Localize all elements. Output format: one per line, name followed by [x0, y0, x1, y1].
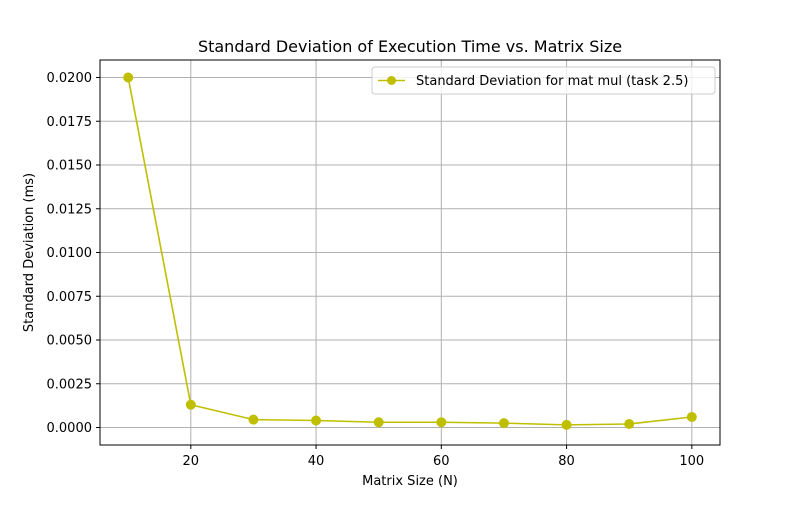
legend-box: [371, 66, 716, 95]
legend: Standard Deviation for mat mul (task 2.5…: [371, 66, 716, 95]
y-tick-label: 0.0175: [47, 115, 93, 130]
ticks-layer: 20 40 60 80 100 0.0000 0.0025 0.0050 0.0075 0.010…: [47, 71, 705, 469]
x-axis-label: Matrix Size (N): [362, 474, 458, 489]
y-tick-label: 0.0050: [47, 334, 93, 349]
data-point: [686, 412, 697, 422]
grid-layer: [100, 60, 720, 445]
y-tick-label: 0.0000: [47, 421, 93, 436]
data-point: [561, 419, 572, 430]
data-point: [624, 419, 635, 429]
x-tick-label: 40: [308, 454, 325, 469]
series-layer: [123, 72, 697, 430]
y-tick-label: 0.0200: [47, 71, 93, 86]
data-point: [311, 415, 322, 426]
x-tick-label: 100: [679, 454, 704, 469]
data-point: [436, 417, 447, 428]
y-tick-label: 0.0125: [47, 202, 93, 217]
series-line: [127, 77, 692, 426]
data-point: [185, 399, 196, 410]
y-tick-label: 0.0100: [47, 246, 93, 261]
data-point: [123, 72, 134, 83]
chart-title: Standard Deviation of Execution Time vs.…: [198, 37, 622, 56]
y-axis-label: Standard Deviation (ms): [22, 173, 37, 332]
y-tick-label: 0.0150: [47, 159, 93, 174]
y-tick-label: 0.0025: [47, 377, 93, 392]
data-point: [373, 417, 384, 428]
legend-marker-swatch: [387, 76, 396, 85]
x-tick-label: 60: [433, 454, 450, 469]
x-tick-label: 80: [558, 454, 575, 469]
data-point: [498, 418, 509, 429]
x-tick-label: 20: [183, 454, 200, 469]
axes-frame: [99, 59, 721, 446]
data-point: [248, 414, 259, 425]
legend-label: Standard Deviation for mat mul (task 2.5…: [416, 74, 688, 89]
y-tick-label: 0.0075: [47, 290, 93, 305]
